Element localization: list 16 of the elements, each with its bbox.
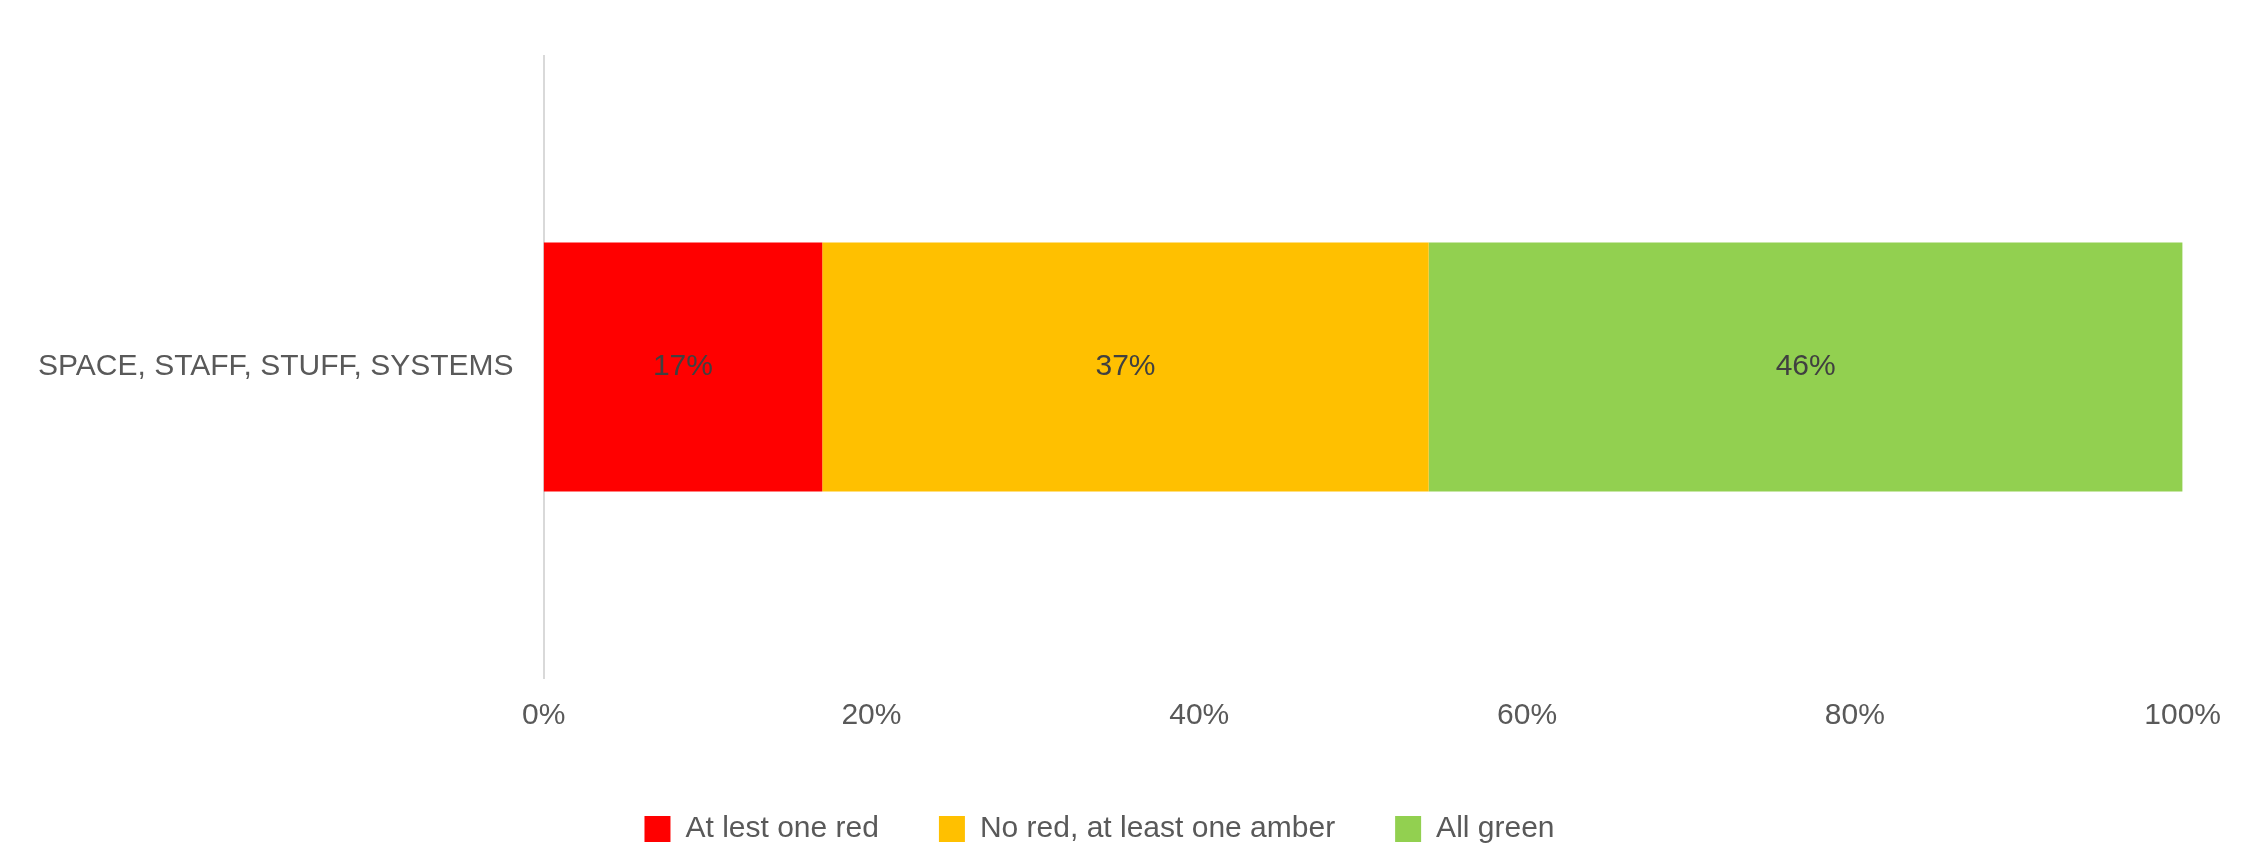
legend-label: At lest one red [685, 810, 879, 844]
bar [1428, 242, 2183, 492]
x-tick-label: 80% [1824, 697, 1885, 731]
x-tick-label: 60% [1497, 697, 1558, 731]
bar [822, 242, 1429, 492]
legend-label: No red, at least one amber [979, 810, 1336, 844]
x-tick-label: 40% [1169, 697, 1230, 731]
legend-label: All green [1436, 810, 1555, 844]
x-tick-label: 20% [841, 697, 902, 731]
data-label: 37% [1095, 348, 1156, 382]
x-tick-label: 0% [521, 697, 566, 731]
data-label: 46% [1775, 348, 1836, 382]
x-tick-label: 100% [2144, 697, 2221, 731]
data-label: 17% [652, 348, 713, 382]
bar [543, 242, 823, 492]
y-tick-label: SPACE, STAFF, STUFF, SYSTEMS [38, 348, 514, 382]
